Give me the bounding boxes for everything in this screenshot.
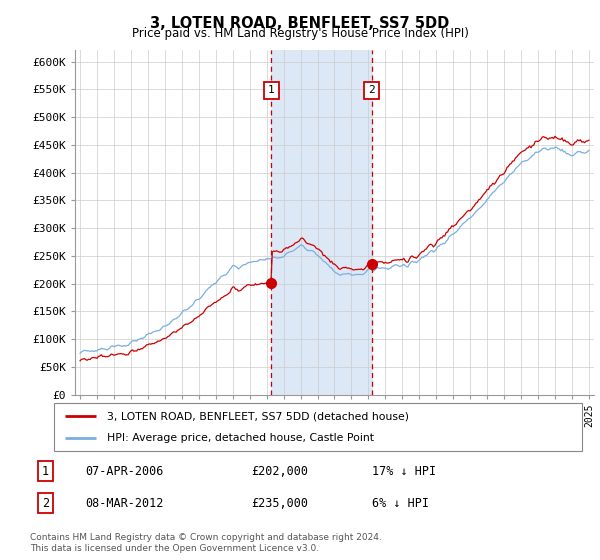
Text: 3, LOTEN ROAD, BENFLEET, SS7 5DD: 3, LOTEN ROAD, BENFLEET, SS7 5DD bbox=[151, 16, 449, 31]
Text: 08-MAR-2012: 08-MAR-2012 bbox=[85, 497, 164, 510]
Text: 6% ↓ HPI: 6% ↓ HPI bbox=[372, 497, 429, 510]
Text: £202,000: £202,000 bbox=[251, 465, 308, 478]
Text: 2: 2 bbox=[368, 85, 375, 95]
Text: HPI: Average price, detached house, Castle Point: HPI: Average price, detached house, Cast… bbox=[107, 433, 374, 443]
Text: 17% ↓ HPI: 17% ↓ HPI bbox=[372, 465, 436, 478]
FancyBboxPatch shape bbox=[54, 403, 582, 451]
Text: 3, LOTEN ROAD, BENFLEET, SS7 5DD (detached house): 3, LOTEN ROAD, BENFLEET, SS7 5DD (detach… bbox=[107, 411, 409, 421]
Text: 1: 1 bbox=[42, 465, 49, 478]
Bar bbox=[271, 50, 371, 395]
Text: £235,000: £235,000 bbox=[251, 497, 308, 510]
Text: Price paid vs. HM Land Registry's House Price Index (HPI): Price paid vs. HM Land Registry's House … bbox=[131, 27, 469, 40]
Text: Contains HM Land Registry data © Crown copyright and database right 2024.
This d: Contains HM Land Registry data © Crown c… bbox=[30, 533, 382, 553]
Text: 2: 2 bbox=[42, 497, 49, 510]
Text: 07-APR-2006: 07-APR-2006 bbox=[85, 465, 164, 478]
Text: 1: 1 bbox=[268, 85, 275, 95]
